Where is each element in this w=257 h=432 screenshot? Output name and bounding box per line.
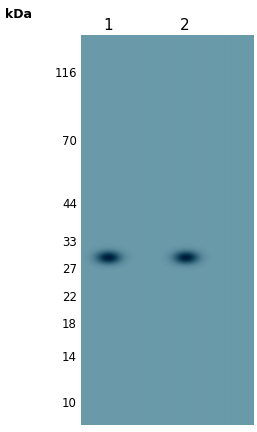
Text: 2: 2 bbox=[180, 18, 190, 33]
Text: 44: 44 bbox=[62, 198, 77, 211]
Text: 1: 1 bbox=[103, 18, 113, 33]
Text: 22: 22 bbox=[62, 291, 77, 304]
Text: 27: 27 bbox=[62, 263, 77, 276]
Text: 33: 33 bbox=[62, 236, 77, 249]
Text: 10: 10 bbox=[62, 397, 77, 410]
Text: 70: 70 bbox=[62, 135, 77, 148]
Text: kDa: kDa bbox=[5, 8, 32, 21]
Text: 116: 116 bbox=[54, 67, 77, 80]
Text: 14: 14 bbox=[62, 352, 77, 365]
Text: 18: 18 bbox=[62, 318, 77, 331]
